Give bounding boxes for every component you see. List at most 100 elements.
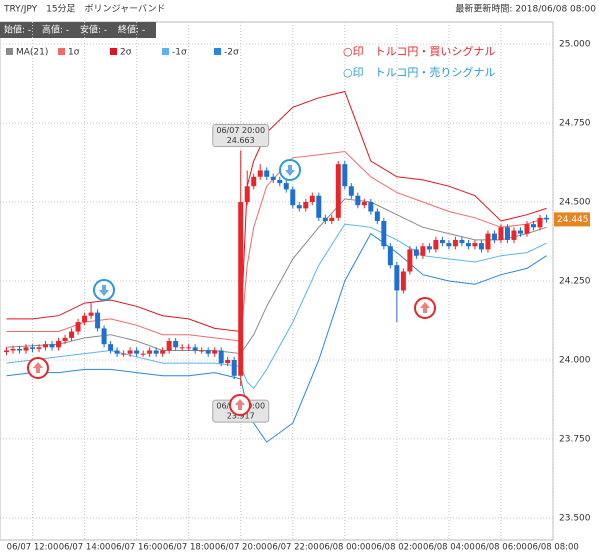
x-tick-label: 06/07 16:00 xyxy=(111,543,163,552)
candle-body xyxy=(543,217,549,220)
candle-body xyxy=(30,347,36,349)
callout-value: 23.917 xyxy=(227,412,255,421)
candle-body xyxy=(95,312,101,329)
candle-body xyxy=(478,243,484,250)
candle-body xyxy=(459,239,465,244)
candle-body xyxy=(504,227,510,240)
candle-body xyxy=(277,179,283,184)
candle-body xyxy=(342,164,348,187)
candle-body xyxy=(225,359,231,364)
candle-body xyxy=(335,164,341,218)
candle-body xyxy=(524,224,530,234)
candle-body xyxy=(114,350,120,354)
update-time: 最新更新時間: 2018/06/08 08:00 xyxy=(455,3,596,15)
candle-body xyxy=(127,350,133,354)
candle-body xyxy=(485,233,491,250)
candle-body xyxy=(205,350,211,354)
band-line xyxy=(6,223,547,390)
legend-label: MA(21) xyxy=(16,48,48,58)
band-line xyxy=(6,232,547,443)
signal-icon xyxy=(93,279,115,301)
y-tick-label: 23.750 xyxy=(559,434,591,444)
candle-body xyxy=(140,353,146,355)
signal-icon xyxy=(27,357,49,379)
candle-body xyxy=(251,176,257,187)
candle-body xyxy=(43,344,49,348)
x-tick-label: 06/08 08:00 xyxy=(527,543,579,552)
candle-body xyxy=(153,350,159,354)
candle-body xyxy=(368,202,374,212)
y-tick-label: 24.500 xyxy=(559,198,591,208)
band-line xyxy=(6,150,547,342)
candle-body xyxy=(166,341,172,351)
legend-swatch xyxy=(58,48,65,55)
x-tick-label: 06/07 20:00 xyxy=(215,543,267,552)
x-tick-label: 06/08 04:00 xyxy=(423,543,475,552)
candle-body xyxy=(88,312,94,316)
candle-body xyxy=(537,217,543,228)
ohlc-label: 高値: - xyxy=(42,24,69,36)
signal-icon xyxy=(414,297,436,319)
annotation: ○印 トルコ円・売りシグナル xyxy=(343,65,495,79)
candle-body xyxy=(62,337,68,342)
legend-swatch xyxy=(162,48,169,55)
candle-body xyxy=(348,186,354,196)
ohlc-label: 終値: - xyxy=(118,24,145,36)
y-tick-label: 24.000 xyxy=(559,355,591,365)
y-tick-label: 24.750 xyxy=(559,119,591,129)
x-tick-label: 06/08 06:00 xyxy=(475,543,527,552)
candle-body xyxy=(420,246,426,256)
candle-body xyxy=(186,347,192,349)
ohlc-label: 安値: - xyxy=(80,24,107,36)
candle-body xyxy=(465,243,471,247)
candle-body xyxy=(303,202,309,209)
y-tick-label: 24.250 xyxy=(559,277,591,287)
candle-body xyxy=(309,195,315,203)
legend: MA(21) 1σ 2σ -1σ -2σ xyxy=(6,48,239,58)
signal-arrow xyxy=(99,285,109,296)
candle-body xyxy=(394,265,400,291)
legend-label: -2σ xyxy=(224,48,239,58)
candle-body xyxy=(472,243,478,247)
candle-body xyxy=(530,224,536,228)
candle-body xyxy=(75,322,81,332)
x-tick-label: 06/08 02:00 xyxy=(371,543,423,552)
candle-body xyxy=(283,183,289,190)
candle-body xyxy=(121,353,127,355)
candle-body xyxy=(433,239,439,250)
candle-body xyxy=(511,230,517,240)
candle-body xyxy=(400,271,406,291)
candle-body xyxy=(231,359,237,376)
candle-body xyxy=(413,249,419,256)
candle-body xyxy=(238,202,244,376)
legend-label: 2σ xyxy=(120,48,132,58)
callout-time: 06/07 20:00 xyxy=(216,126,265,135)
legend-swatch xyxy=(214,48,221,55)
last-price-label: 24.445 xyxy=(557,215,589,225)
candle-body xyxy=(17,348,23,351)
ohlc-label: 始値: - xyxy=(4,24,31,36)
annotation: ○印 トルコ円・買いシグナル xyxy=(343,44,495,58)
candle-body xyxy=(426,246,432,250)
signal-arrow xyxy=(420,302,430,313)
candle-body xyxy=(361,202,367,206)
ohlc-bar xyxy=(0,22,156,38)
candle-body xyxy=(329,217,335,221)
candle-body xyxy=(439,239,445,244)
chart-title: TRY/JPY 15分足 ボリンジャーバンド xyxy=(3,4,165,15)
legend-label: 1σ xyxy=(68,48,80,58)
x-tick-label: 06/07 12:00 xyxy=(7,543,59,552)
y-tick-label: 25.000 xyxy=(559,40,591,50)
x-tick-label: 06/07 22:00 xyxy=(267,543,319,552)
candle-body xyxy=(101,328,107,345)
candle-body xyxy=(36,347,42,349)
candle-body xyxy=(4,350,10,353)
candle-body xyxy=(498,227,504,240)
x-tick-label: 06/07 14:00 xyxy=(59,543,111,552)
candle-body xyxy=(56,341,62,348)
candle-body xyxy=(69,331,75,338)
signal-arrow xyxy=(33,362,43,373)
